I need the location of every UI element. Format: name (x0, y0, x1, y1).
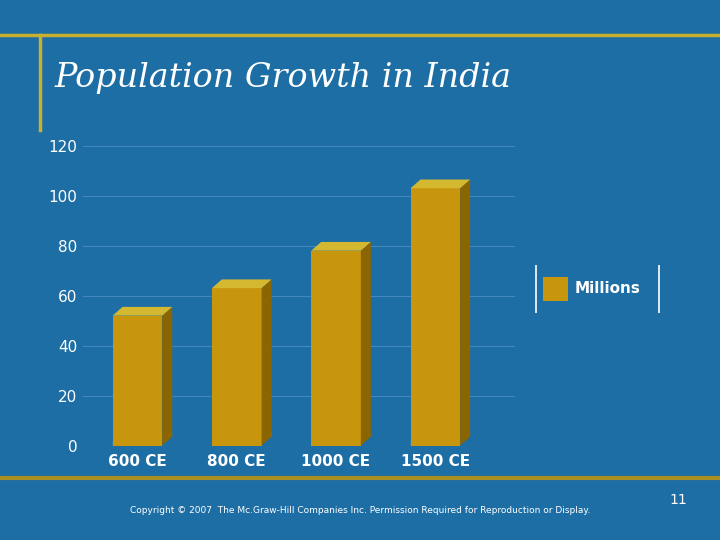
Polygon shape (410, 188, 460, 445)
Text: Copyright © 2007  The Mc.Graw-Hill Companies Inc. Permission Required for Reprod: Copyright © 2007 The Mc.Graw-Hill Compan… (130, 506, 590, 515)
Text: Millions: Millions (575, 281, 640, 296)
Polygon shape (361, 242, 371, 446)
Polygon shape (162, 307, 172, 446)
Polygon shape (112, 432, 172, 445)
Polygon shape (311, 432, 371, 445)
Polygon shape (410, 179, 470, 188)
Polygon shape (212, 432, 271, 445)
Polygon shape (112, 315, 162, 445)
Text: Population Growth in India: Population Growth in India (54, 62, 511, 94)
Polygon shape (311, 251, 361, 446)
Polygon shape (212, 288, 261, 446)
Polygon shape (460, 179, 470, 446)
Polygon shape (410, 432, 470, 445)
Text: 11: 11 (670, 492, 688, 507)
Polygon shape (112, 307, 172, 315)
Polygon shape (212, 279, 271, 288)
Bar (543, 276, 567, 301)
Polygon shape (261, 279, 271, 446)
Polygon shape (311, 242, 371, 251)
